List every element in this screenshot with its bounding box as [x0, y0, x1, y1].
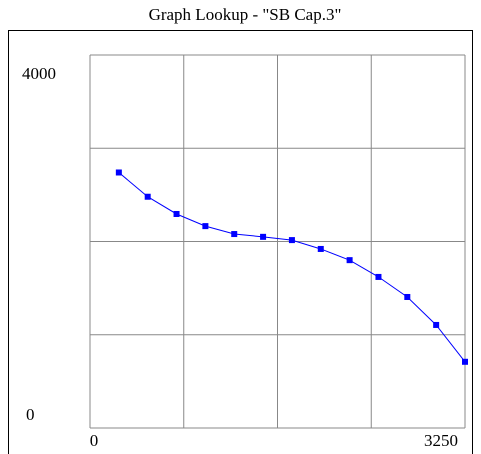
x-tick-label: 0: [90, 431, 99, 450]
series-line: [118, 172, 466, 363]
point: [346, 257, 353, 264]
point: [173, 210, 180, 217]
point: [144, 193, 151, 200]
point: [317, 245, 324, 252]
point: [288, 237, 295, 244]
point: [115, 169, 122, 176]
chart-title: Graph Lookup - "SB Cap.3": [149, 5, 342, 24]
point: [462, 358, 468, 365]
point: [202, 223, 209, 230]
y-tick-label: 4000: [22, 64, 56, 83]
point: [260, 233, 267, 240]
y-tick-label: 0: [26, 405, 35, 424]
point: [375, 273, 382, 280]
point: [404, 293, 411, 300]
x-tick-label: 3250: [424, 431, 458, 450]
point: [231, 231, 238, 238]
frame: [8, 30, 473, 454]
point: [433, 321, 440, 328]
